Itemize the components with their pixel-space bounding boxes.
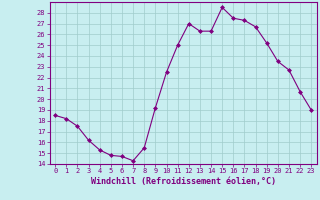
X-axis label: Windchill (Refroidissement éolien,°C): Windchill (Refroidissement éolien,°C)	[91, 177, 276, 186]
